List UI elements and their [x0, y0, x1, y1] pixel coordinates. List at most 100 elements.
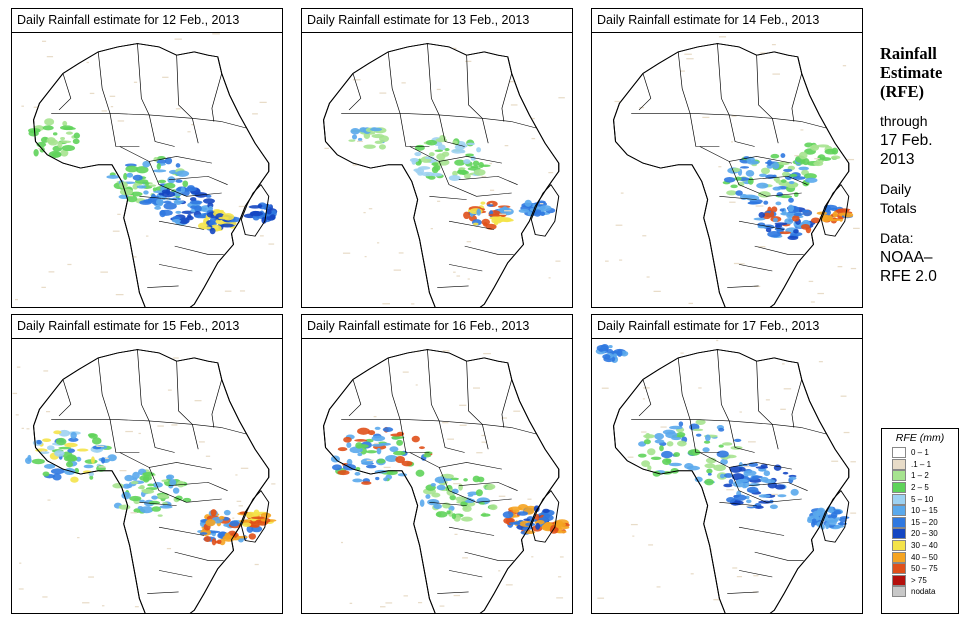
trace-rain [235, 474, 238, 476]
rain-patch [63, 455, 78, 462]
trace-rain [342, 252, 351, 254]
rain-patch [758, 211, 765, 218]
trace-rain [782, 363, 785, 365]
rain-patch [58, 429, 71, 437]
rain-patch [365, 450, 377, 454]
rain-patch [418, 166, 431, 170]
trace-rain [817, 292, 824, 295]
rain-patch [804, 177, 818, 183]
rain-patch [194, 214, 208, 219]
rain-patch [780, 179, 787, 183]
rain-patch [676, 431, 686, 438]
country-border [719, 502, 757, 506]
trace-rain [224, 290, 232, 292]
rain-patch [460, 144, 468, 148]
rain-patch [266, 209, 272, 215]
rain-patch [616, 349, 623, 357]
trace-rain [456, 275, 461, 277]
rain-patch [765, 227, 772, 233]
rain-patch [31, 458, 45, 465]
trace-rain [363, 211, 366, 214]
rain-patch [451, 513, 457, 520]
legend-item: 2 – 5 [882, 482, 958, 494]
rain-patch [807, 515, 820, 522]
rain-patch [147, 483, 155, 487]
trace-rain [473, 387, 480, 389]
trace-rain [527, 498, 532, 500]
rain-patch [346, 458, 353, 466]
trace-rain [442, 422, 449, 424]
trace-rain [731, 115, 737, 117]
rain-patch [745, 195, 760, 201]
rain-patch [542, 514, 554, 521]
rain-patch [415, 469, 425, 477]
trace-rain [843, 431, 850, 434]
trace-rain [800, 129, 804, 131]
trace-rain [556, 597, 564, 599]
rain-patch [556, 522, 563, 528]
rain-patch [480, 513, 491, 517]
rain-patch [107, 454, 117, 462]
rain-patch [137, 505, 144, 510]
rain-patch [165, 474, 175, 480]
legend-label: > 75 [911, 575, 927, 585]
rain-patch [746, 486, 759, 494]
totals-label: Totals [880, 200, 917, 216]
trace-rain [109, 95, 116, 97]
legend-item: nodata [882, 586, 958, 598]
trace-rain [808, 280, 814, 283]
rain-patch [747, 160, 759, 165]
rain-patch [126, 195, 138, 203]
rain-patch [119, 181, 128, 189]
country-border [677, 357, 691, 420]
rain-patch [747, 477, 759, 481]
trace-rain [382, 303, 391, 305]
country-border [221, 427, 248, 435]
map-svg [323, 349, 570, 613]
rain-patch [435, 511, 448, 518]
trace-rain [138, 432, 141, 435]
legend-swatch [892, 586, 906, 598]
country-border [148, 420, 175, 453]
country-border [191, 424, 199, 450]
rain-patch [159, 209, 173, 216]
rain-patch [466, 142, 476, 146]
rain-patch [343, 436, 352, 443]
map-panel-12-feb: Daily Rainfall estimate for 12 Feb., 201… [11, 8, 283, 308]
rain-patch [763, 470, 771, 477]
trace-rain [205, 455, 211, 457]
trace-rain [716, 339, 719, 342]
trace-rain [130, 512, 137, 514]
rain-patch [772, 162, 780, 170]
rain-patch [365, 464, 377, 469]
trace-rain [374, 442, 379, 445]
rain-patch [724, 473, 733, 478]
map-panel-13-feb: Daily Rainfall estimate for 13 Feb., 201… [301, 8, 573, 308]
rain-patch [478, 162, 484, 168]
rain-patch [163, 182, 176, 189]
trace-rain [489, 189, 495, 191]
trace-rain [483, 352, 491, 355]
trace-rain [481, 434, 486, 437]
rain-patch [524, 199, 532, 207]
country-border [148, 114, 175, 147]
country-border [464, 245, 514, 255]
rain-patch [124, 474, 134, 482]
trace-rain [619, 259, 623, 261]
rain-patch [245, 511, 256, 519]
coastline [33, 43, 270, 307]
trace-rain [476, 452, 483, 454]
rain-patch [203, 198, 215, 204]
country-border [738, 570, 773, 578]
trace-rain [18, 588, 24, 590]
country-border [147, 591, 179, 594]
trace-rain [117, 213, 121, 215]
rain-patch [485, 485, 494, 491]
rain-patch [46, 445, 55, 451]
country-border [501, 73, 513, 122]
rain-patch [758, 500, 772, 504]
rain-patch [743, 470, 757, 476]
legend-swatch [892, 540, 906, 552]
rain-patch [118, 504, 131, 510]
trace-rain [557, 576, 562, 578]
